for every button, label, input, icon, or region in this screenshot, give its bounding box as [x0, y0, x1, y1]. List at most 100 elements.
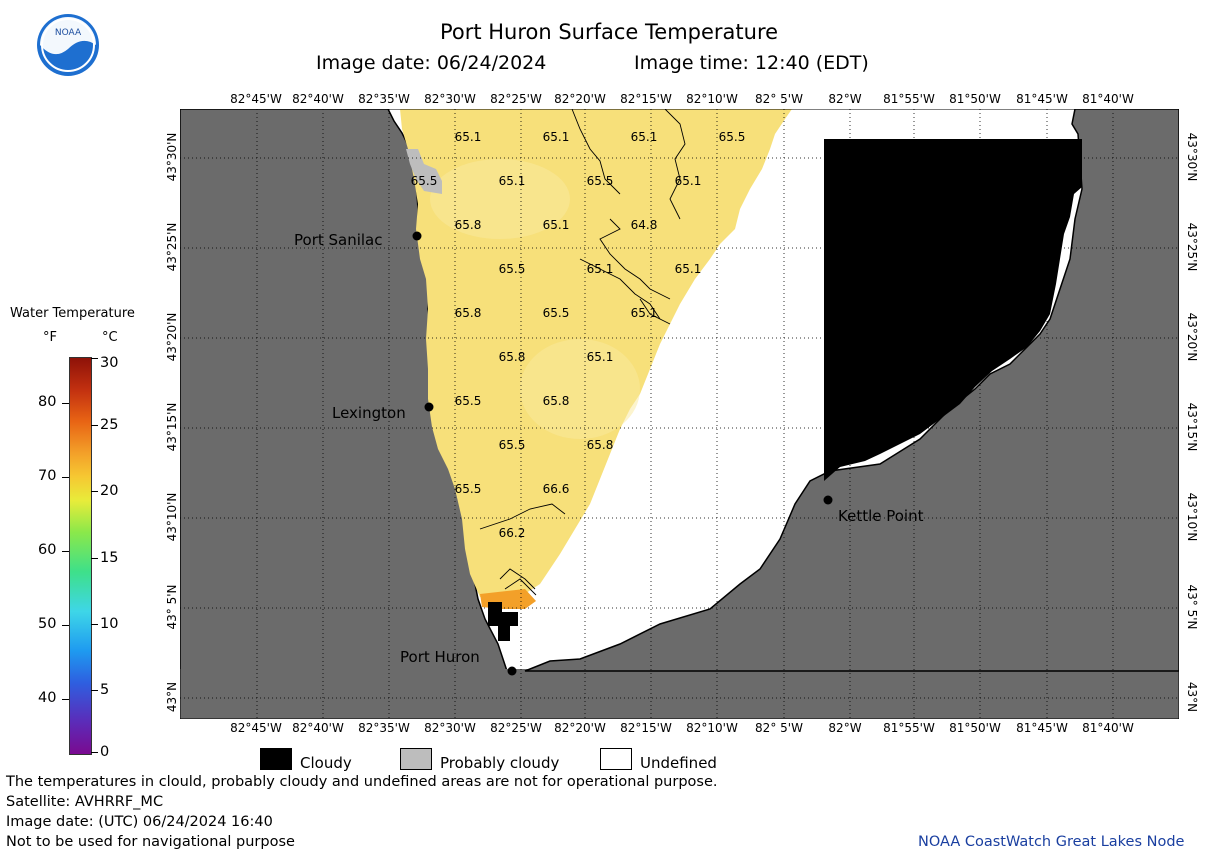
legend-cloudy-label: Cloudy — [300, 754, 352, 772]
image-date: Image date: 06/24/2024 — [316, 52, 547, 74]
lon-label: 81°50'W — [949, 92, 1001, 106]
temp-label: 65.5 — [455, 482, 482, 496]
c-tick-label: 25 — [100, 417, 119, 433]
temp-label: 64.8 — [631, 218, 658, 232]
lon-label: 82°10'W — [686, 721, 738, 735]
f-tick-label: 70 — [38, 468, 57, 484]
f-tick-label: 50 — [38, 616, 57, 632]
temp-label: 65.1 — [631, 306, 658, 320]
temp-label: 65.1 — [499, 174, 526, 188]
temp-label: 65.8 — [455, 306, 482, 320]
kettle-point-marker — [823, 495, 833, 505]
port-huron-marker — [507, 666, 517, 676]
lon-label: 81°45'W — [1016, 721, 1068, 735]
lon-label: 82°15'W — [620, 721, 672, 735]
port-sanilac-marker — [412, 231, 422, 241]
lon-label: 81°40'W — [1082, 92, 1134, 106]
footer-satellite: Satellite: AVHRRF_MC — [6, 794, 164, 810]
lon-label: 82°30'W — [424, 721, 476, 735]
lat-label: 43°N — [1185, 681, 1199, 713]
temp-label: 66.2 — [499, 526, 526, 540]
noaa-logo-text: NOAA — [55, 28, 82, 38]
lon-label: 81°55'W — [883, 721, 935, 735]
lon-label: 82°40'W — [292, 92, 344, 106]
temp-label: 65.8 — [587, 438, 614, 452]
footer-credit: NOAA CoastWatch Great Lakes Node — [918, 834, 1185, 850]
cloudy-region — [824, 139, 1082, 481]
legend-cloudy-swatch — [260, 748, 292, 770]
lon-label: 82°15'W — [620, 92, 672, 106]
footer-disclaimer: The temperatures in clould, probably clo… — [6, 774, 718, 790]
temp-label: 65.5 — [499, 262, 526, 276]
lat-label: 43°10'N — [165, 492, 179, 542]
lexington-marker — [424, 402, 434, 412]
footer-utc-date: Image date: (UTC) 06/24/2024 16:40 — [6, 814, 273, 830]
temp-label: 65.8 — [455, 218, 482, 232]
lat-label: 43° 5'N — [165, 584, 179, 630]
temp-label: 66.6 — [543, 482, 570, 496]
lat-label: 43°30'N — [165, 132, 179, 182]
temp-label: 65.1 — [675, 262, 702, 276]
probably-cloudy-region — [406, 149, 442, 194]
temp-label: 65.8 — [543, 394, 570, 408]
f-tick-label: 80 — [38, 394, 57, 410]
temp-label: 65.1 — [587, 350, 614, 364]
lon-label: 82°20'W — [554, 92, 606, 106]
temp-label: 65.1 — [631, 130, 658, 144]
place-label: Port Sanilac — [294, 231, 383, 249]
lon-label: 82° 5'W — [755, 92, 803, 106]
legend-probably-cloudy-swatch — [400, 748, 432, 770]
c-tick-label: 10 — [100, 616, 119, 632]
temp-label: 65.5 — [499, 438, 526, 452]
lat-label: 43°10'N — [1185, 492, 1199, 542]
colorbar-title: Water Temperature — [10, 306, 135, 321]
lat-label: 43°30'N — [1185, 132, 1199, 182]
f-tick-label: 40 — [38, 690, 57, 706]
lon-label: 81°55'W — [883, 92, 935, 106]
temp-label: 65.8 — [499, 350, 526, 364]
temperature-map: 65.1 65.1 65.1 65.5 65.5 65.1 65.5 65.1 … — [180, 109, 1179, 719]
temp-label: 65.5 — [411, 174, 438, 188]
lon-label: 82° 5'W — [755, 721, 803, 735]
footer-nav-note: Not to be used for navigational purpose — [6, 834, 295, 850]
image-time: Image time: 12:40 (EDT) — [634, 52, 869, 74]
lon-label: 82°35'W — [358, 721, 410, 735]
lon-label: 82°30'W — [424, 92, 476, 106]
page-title: Port Huron Surface Temperature — [439, 20, 779, 44]
lat-label: 43°25'N — [165, 222, 179, 272]
temp-label: 65.1 — [587, 262, 614, 276]
legend-undefined-swatch — [600, 748, 632, 770]
c-tick-label: 30 — [100, 355, 119, 371]
temp-label: 65.5 — [587, 174, 614, 188]
lon-label: 82°W — [828, 721, 862, 735]
lat-label: 43° 5'N — [1185, 584, 1199, 630]
colorbar-unit-c: °C — [102, 330, 118, 345]
c-tick-label: 15 — [100, 550, 119, 566]
f-tick-label: 60 — [38, 542, 57, 558]
lon-label: 82°45'W — [230, 92, 282, 106]
c-tick-label: 20 — [100, 483, 119, 499]
lat-label: 43°20'N — [1185, 312, 1199, 362]
lon-label: 82°40'W — [292, 721, 344, 735]
legend-probably-cloudy-label: Probably cloudy — [440, 754, 560, 772]
lon-label: 82°W — [828, 92, 862, 106]
lat-label: 43°N — [165, 681, 179, 713]
c-tick-label: 5 — [100, 682, 110, 698]
lon-label: 81°45'W — [1016, 92, 1068, 106]
c-tick-label: 0 — [100, 744, 110, 760]
colorbar — [69, 357, 92, 755]
place-label: Kettle Point — [838, 507, 924, 525]
legend-undefined-label: Undefined — [640, 754, 717, 772]
temp-label: 65.1 — [543, 130, 570, 144]
lat-label: 43°15'N — [1185, 402, 1199, 452]
lat-label: 43°20'N — [165, 312, 179, 362]
temp-label: 65.1 — [543, 218, 570, 232]
lat-label: 43°25'N — [1185, 222, 1199, 272]
colorbar-unit-f: °F — [43, 330, 57, 345]
temp-label: 65.1 — [675, 174, 702, 188]
lon-label: 81°50'W — [949, 721, 1001, 735]
lon-label: 82°35'W — [358, 92, 410, 106]
temp-label: 65.1 — [455, 130, 482, 144]
lon-label: 82°45'W — [230, 721, 282, 735]
temp-label: 65.5 — [455, 394, 482, 408]
